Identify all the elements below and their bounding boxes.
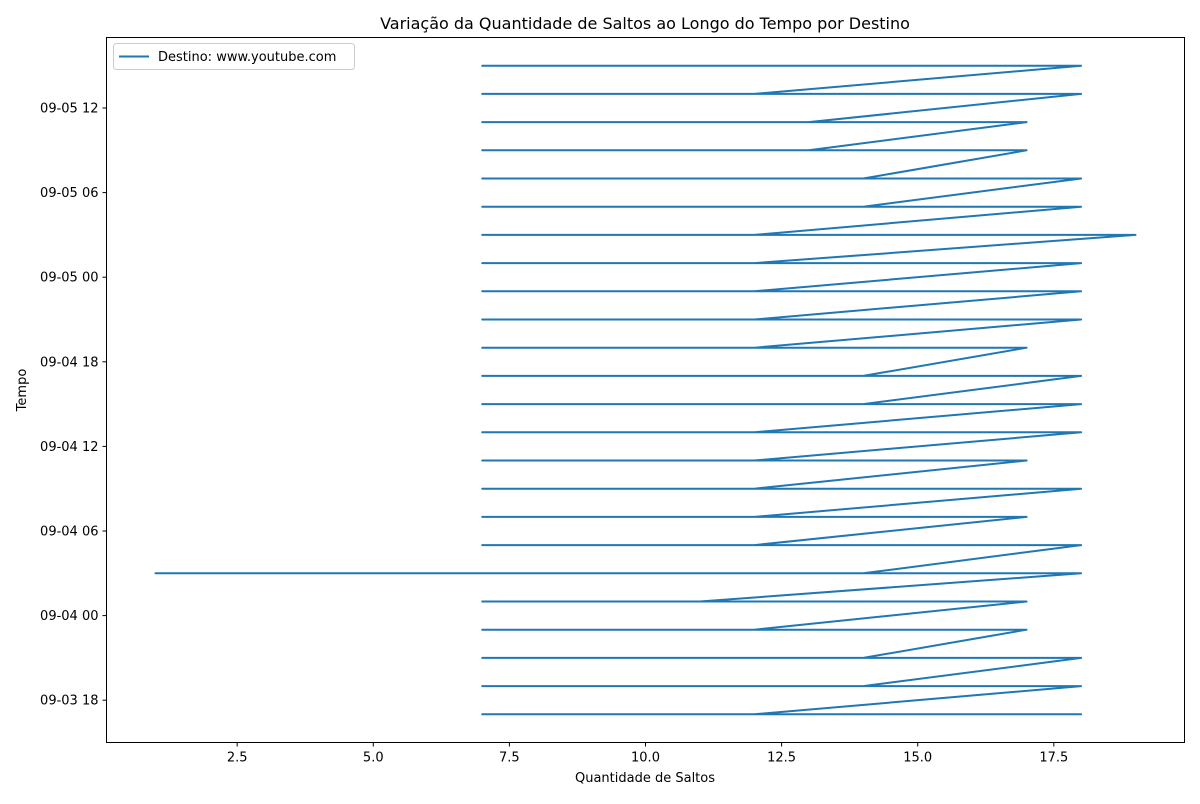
chart-title: Variação da Quantidade de Saltos ao Long… [380,14,910,33]
x-axis: 2.5 5.0 7.5 10.0 12.5 15.0 17.5 [227,742,1068,766]
x-tick-label: 5.0 [363,751,384,766]
x-tick-label: 7.5 [499,751,520,766]
y-tick-label: 09-03 18 [40,694,98,709]
y-tick-label: 09-04 18 [40,355,98,370]
y-tick-label: 09-04 00 [40,609,98,624]
x-tick-label: 15.0 [903,751,932,766]
legend: Destino: www.youtube.com [113,43,355,70]
y-tick-label: 09-05 06 [40,186,98,201]
y-tick-label: 09-05 00 [40,271,98,286]
legend-label: Destino: www.youtube.com [158,50,336,65]
x-tick-label: 12.5 [767,751,796,766]
legend-box [113,43,355,70]
x-tick-label: 17.5 [1039,751,1068,766]
x-tick-label: 10.0 [631,751,660,766]
x-axis-label: Quantidade de Saltos [575,771,715,786]
x-tick-label: 2.5 [227,751,248,766]
y-tick-label: 09-04 12 [40,440,98,455]
series-layer [154,64,1137,716]
y-tick-label: 09-05 12 [40,102,98,117]
y-axis-label: Tempo [15,369,30,413]
y-tick-label: 09-04 06 [40,525,98,540]
series-line-0 [154,64,1137,716]
y-axis: 09-03 18 09-04 00 09-04 06 09-04 12 09-04 18… [40,102,107,709]
